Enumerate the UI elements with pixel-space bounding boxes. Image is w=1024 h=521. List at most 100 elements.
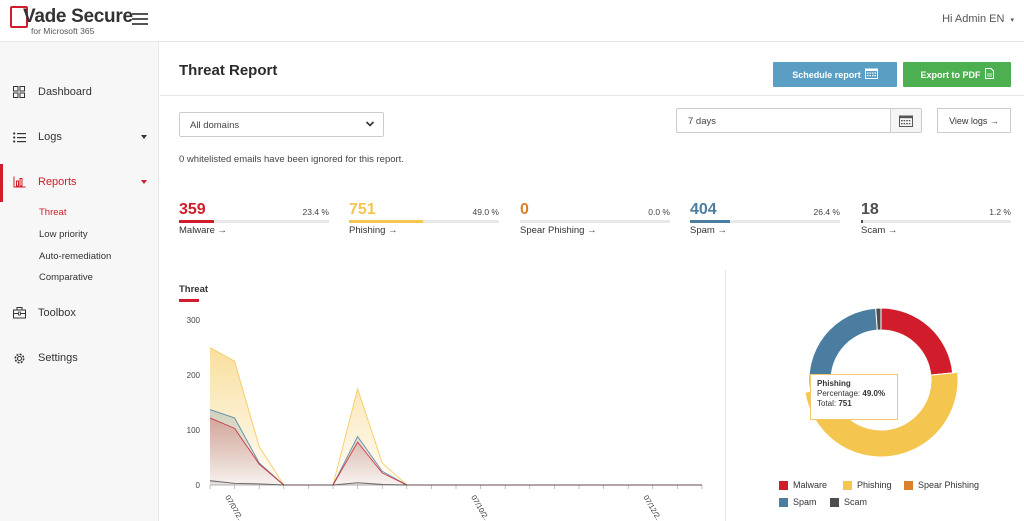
- stat-value: 18: [861, 201, 879, 218]
- donut-slice-scam[interactable]: [875, 307, 882, 331]
- legend-label: Spam: [793, 497, 817, 507]
- legend-item-scam[interactable]: Scam: [830, 497, 867, 507]
- sidebar-subitem-threat[interactable]: Threat: [39, 207, 67, 218]
- chart-title: Threat: [179, 284, 209, 295]
- series-area: [210, 409, 702, 485]
- legend-item-spear-phishing[interactable]: Spear Phishing: [904, 480, 979, 490]
- legend-item-phishing[interactable]: Phishing: [843, 480, 892, 490]
- export-pdf-button[interactable]: Export to PDF: [903, 62, 1011, 87]
- tooltip-percentage-value: 49.0%: [862, 389, 886, 398]
- sidebar-item-reports[interactable]: Reports: [0, 168, 159, 196]
- sidebar-item-toolbox[interactable]: Toolbox: [0, 299, 159, 327]
- user-menu[interactable]: Hi Admin EN ▾: [942, 13, 1014, 25]
- sidebar-item-label: Dashboard: [38, 86, 92, 98]
- legend-item-malware[interactable]: Malware: [779, 480, 827, 490]
- bar-chart-icon: [12, 175, 26, 189]
- grid-icon: [12, 85, 26, 99]
- logo-mark: [10, 6, 28, 28]
- tooltip-total-label: Total:: [817, 399, 837, 408]
- series-line: [209, 347, 702, 486]
- top-bar: Vade Secure for Microsoft 365 Hi Admin E…: [0, 0, 1024, 42]
- stat-link-scam[interactable]: Scam →: [861, 225, 898, 236]
- legend-swatch: [779, 480, 788, 490]
- series-area: [210, 417, 702, 485]
- domain-select[interactable]: All domains: [179, 112, 384, 137]
- sidebar: Dashboard Logs Reports Threat Low priori…: [0, 42, 159, 521]
- schedule-report-label: Schedule report: [792, 69, 861, 80]
- series-line: [209, 480, 702, 486]
- sidebar-subitem-auto-remediation[interactable]: Auto-remediation: [39, 251, 112, 262]
- stat-link-phishing[interactable]: Phishing →: [349, 225, 398, 236]
- stat-progress-track: [520, 220, 670, 223]
- date-range-value: 7 days: [688, 116, 716, 127]
- stat-progress-fill: [349, 220, 423, 223]
- threat-area-chart: 0 100 200 300 07/07/2... 07/10/2... 07/12/2...: [187, 316, 703, 521]
- series-line: [209, 417, 702, 486]
- stat-progress-fill: [861, 220, 863, 223]
- sidebar-item-label: Reports: [38, 176, 77, 188]
- sidebar-subitem-comparative[interactable]: Comparative: [39, 272, 93, 283]
- threat-donut-chart: [804, 307, 959, 458]
- legend-swatch: [830, 497, 839, 507]
- series-area: [210, 347, 702, 485]
- y-tick-label: 300: [187, 316, 201, 325]
- y-tick-label: 200: [187, 371, 201, 380]
- stat-percent: 49.0 %: [472, 207, 499, 217]
- schedule-report-button[interactable]: Schedule report: [773, 62, 897, 87]
- menu-toggle-icon[interactable]: [132, 13, 148, 27]
- logo-subtext: for Microsoft 365: [31, 26, 95, 36]
- stat-value: 0: [520, 201, 529, 218]
- x-tick-label: 07/10/2...: [469, 494, 492, 521]
- sidebar-item-label: Settings: [38, 352, 78, 364]
- domain-select-value: All domains: [190, 120, 240, 131]
- export-pdf-label: Export to PDF: [920, 69, 981, 80]
- stat-link-malware[interactable]: Malware →: [179, 225, 228, 236]
- sidebar-item-settings[interactable]: Settings: [0, 344, 159, 372]
- stat-progress-track: [690, 220, 840, 223]
- legend-swatch: [843, 480, 852, 490]
- stat-scam: 18 1.2 % Scam →: [861, 200, 1011, 240]
- stat-value: 751: [349, 201, 376, 218]
- legend-label: Scam: [844, 497, 868, 507]
- stat-progress-track: [179, 220, 329, 223]
- vade-secure-logo[interactable]: Vade Secure for Microsoft 365: [10, 6, 133, 36]
- caret-down-icon: [141, 180, 147, 184]
- stat-malware: 359 23.4 % Malware →: [179, 200, 329, 240]
- whitelist-note: 0 whitelisted emails have been ignored f…: [179, 154, 404, 165]
- stat-progress-fill: [690, 220, 730, 223]
- legend-label: Phishing: [857, 480, 892, 490]
- toolbox-icon: [12, 306, 26, 320]
- stat-progress-track: [349, 220, 499, 223]
- header-divider: [160, 95, 1024, 96]
- legend-swatch: [779, 497, 788, 507]
- view-logs-button[interactable]: View logs →: [937, 108, 1011, 133]
- calendar-icon[interactable]: [890, 109, 921, 132]
- stat-percent: 26.4 %: [813, 207, 840, 217]
- donut-slice-phishing[interactable]: [804, 371, 959, 458]
- tooltip-title: Phishing: [817, 379, 851, 388]
- sidebar-item-logs[interactable]: Logs: [0, 123, 159, 151]
- chevron-down-icon: [365, 119, 375, 132]
- y-tick-label: 0: [196, 481, 201, 490]
- legend-swatch: [904, 480, 913, 490]
- page-title: Threat Report: [179, 62, 278, 79]
- legend-label: Spear Phishing: [918, 480, 980, 490]
- stat-value: 359: [179, 201, 206, 218]
- stat-spear-phishing: 0 0.0 % Spear Phishing →: [520, 200, 670, 240]
- caret-down-icon: [141, 135, 147, 139]
- stat-link-spear-phishing[interactable]: Spear Phishing →: [520, 225, 597, 236]
- donut-slice-malware[interactable]: [880, 307, 954, 376]
- user-greeting: Hi Admin EN: [942, 13, 1005, 25]
- sidebar-item-dashboard[interactable]: Dashboard: [0, 78, 159, 106]
- chart-title-underline: [179, 299, 199, 302]
- logo-text: Vade Secure: [23, 6, 133, 27]
- date-range-picker[interactable]: 7 days: [676, 108, 922, 133]
- legend-item-spam[interactable]: Spam: [779, 497, 817, 507]
- stat-percent: 0.0 %: [648, 207, 670, 217]
- stat-percent: 23.4 %: [302, 207, 329, 217]
- stat-link-spam[interactable]: Spam →: [690, 225, 727, 236]
- stat-percent: 1.2 %: [989, 207, 1011, 217]
- active-indicator: [0, 164, 3, 202]
- sidebar-subitem-low-priority[interactable]: Low priority: [39, 229, 88, 240]
- series-area: [210, 480, 702, 485]
